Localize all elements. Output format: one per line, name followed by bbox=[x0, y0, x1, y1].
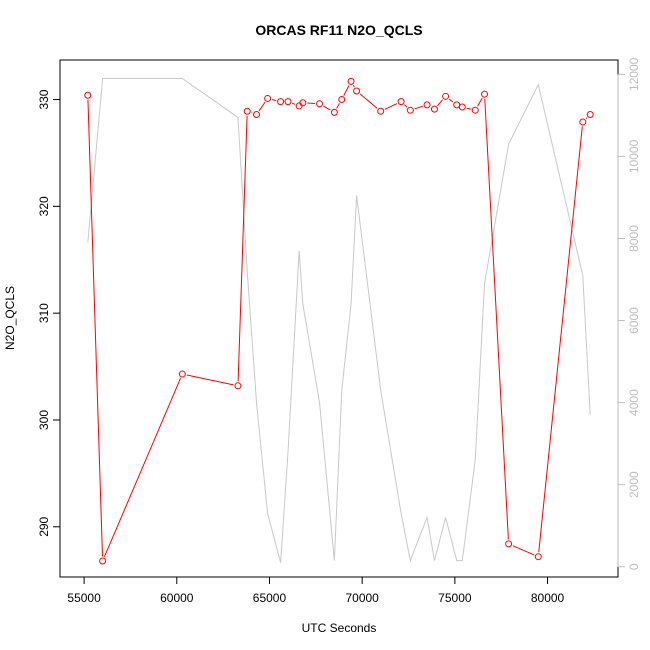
y-tick-label: 300 bbox=[37, 410, 51, 430]
y2-tick-label: 8000 bbox=[627, 225, 641, 252]
series-left bbox=[84, 77, 594, 565]
chart-title: ORCAS RF11 N2O_QCLS bbox=[255, 22, 422, 38]
series-left-segment bbox=[384, 103, 398, 110]
series-left-point bbox=[284, 98, 292, 106]
series-left-segment bbox=[343, 85, 350, 96]
x-axis-label: UTC Seconds bbox=[302, 621, 377, 635]
series-left-segment bbox=[258, 101, 266, 112]
series-left-segment bbox=[484, 98, 509, 540]
series-left-point bbox=[377, 107, 385, 115]
series-left-point bbox=[277, 98, 285, 106]
series-left-point bbox=[347, 77, 355, 85]
series-layer bbox=[84, 77, 594, 565]
series-left-segment bbox=[448, 98, 454, 103]
series-left-point bbox=[442, 92, 450, 100]
y-tick-label: 310 bbox=[37, 303, 51, 323]
series-left-point bbox=[586, 110, 594, 118]
series-left-segment bbox=[414, 105, 423, 110]
series-left-segment bbox=[103, 377, 182, 558]
series-left-point bbox=[84, 91, 92, 99]
series-left-segment bbox=[271, 99, 277, 102]
series-left-point bbox=[295, 102, 303, 110]
y2-tick-label: 0 bbox=[627, 563, 641, 570]
series-left-segment bbox=[404, 104, 408, 108]
x-tick-label: 75000 bbox=[438, 591, 472, 605]
series-left-point bbox=[353, 87, 361, 95]
series-left-segment bbox=[352, 85, 355, 88]
x-tick-label: 60000 bbox=[160, 591, 194, 605]
series-left-point bbox=[234, 382, 242, 390]
series-left-segment bbox=[87, 99, 103, 557]
series-left-point bbox=[505, 540, 513, 548]
series-left-point bbox=[430, 105, 438, 113]
series-left-point bbox=[471, 106, 479, 114]
series-right-line bbox=[87, 77, 591, 563]
series-left-point bbox=[423, 101, 431, 109]
series-left-point bbox=[579, 118, 587, 126]
series-left-point bbox=[316, 100, 324, 108]
y-tick-label: 290 bbox=[37, 516, 51, 536]
series-left-point bbox=[406, 106, 414, 114]
series-left-point bbox=[253, 110, 261, 118]
series-left-segment bbox=[466, 107, 472, 110]
series-left-segment bbox=[359, 93, 378, 109]
y2-tick-label: 12000 bbox=[627, 57, 641, 91]
series-left-segment bbox=[512, 545, 535, 556]
x-tick-label: 70000 bbox=[345, 591, 379, 605]
series-left-segment bbox=[186, 374, 234, 386]
series-left-segment bbox=[538, 126, 583, 553]
series-left-segment bbox=[292, 102, 296, 105]
series-left-point bbox=[481, 90, 489, 98]
series-left-point bbox=[330, 108, 338, 116]
series-left-segment bbox=[323, 105, 331, 111]
y2-tick-label: 4000 bbox=[627, 389, 641, 416]
series-right bbox=[87, 77, 591, 563]
x-tick-label: 55000 bbox=[67, 591, 101, 605]
series-left-segment bbox=[237, 115, 248, 382]
series-left-point bbox=[299, 99, 307, 107]
series-left-point bbox=[534, 553, 542, 561]
series-left-point bbox=[99, 557, 107, 565]
plot-area bbox=[59, 59, 619, 578]
series-left-point bbox=[397, 98, 405, 106]
x-axis: 55000 60000 65000 70000 75000 80000 bbox=[67, 576, 565, 605]
series-left-segment bbox=[336, 103, 340, 109]
series-left-point bbox=[458, 103, 466, 111]
series-left-point bbox=[338, 96, 346, 104]
y-axis-label: N2O_QCLS bbox=[3, 286, 17, 350]
series-left-segment bbox=[437, 99, 444, 107]
series-left-point bbox=[264, 94, 272, 102]
axes-layer: 55000 60000 65000 70000 75000 800002903003103… bbox=[37, 57, 641, 605]
y2-tick-label: 6000 bbox=[627, 307, 641, 334]
y-axis-left: 290 300 310 320 330 bbox=[37, 89, 61, 537]
y-tick-label: 330 bbox=[37, 89, 51, 109]
series-left-point bbox=[178, 370, 186, 378]
y-axis-right: 0 2000 4000 6000 8000 10000 12000 bbox=[617, 57, 641, 570]
x-tick-label: 65000 bbox=[253, 591, 287, 605]
series-left-segment bbox=[585, 117, 588, 120]
x-tick-label: 80000 bbox=[531, 591, 565, 605]
series-left-segment bbox=[477, 97, 483, 107]
y2-tick-label: 2000 bbox=[627, 471, 641, 498]
y2-tick-label: 10000 bbox=[627, 139, 641, 173]
series-left-point bbox=[243, 107, 251, 115]
y-tick-label: 320 bbox=[37, 196, 51, 216]
plot-border bbox=[59, 59, 619, 578]
